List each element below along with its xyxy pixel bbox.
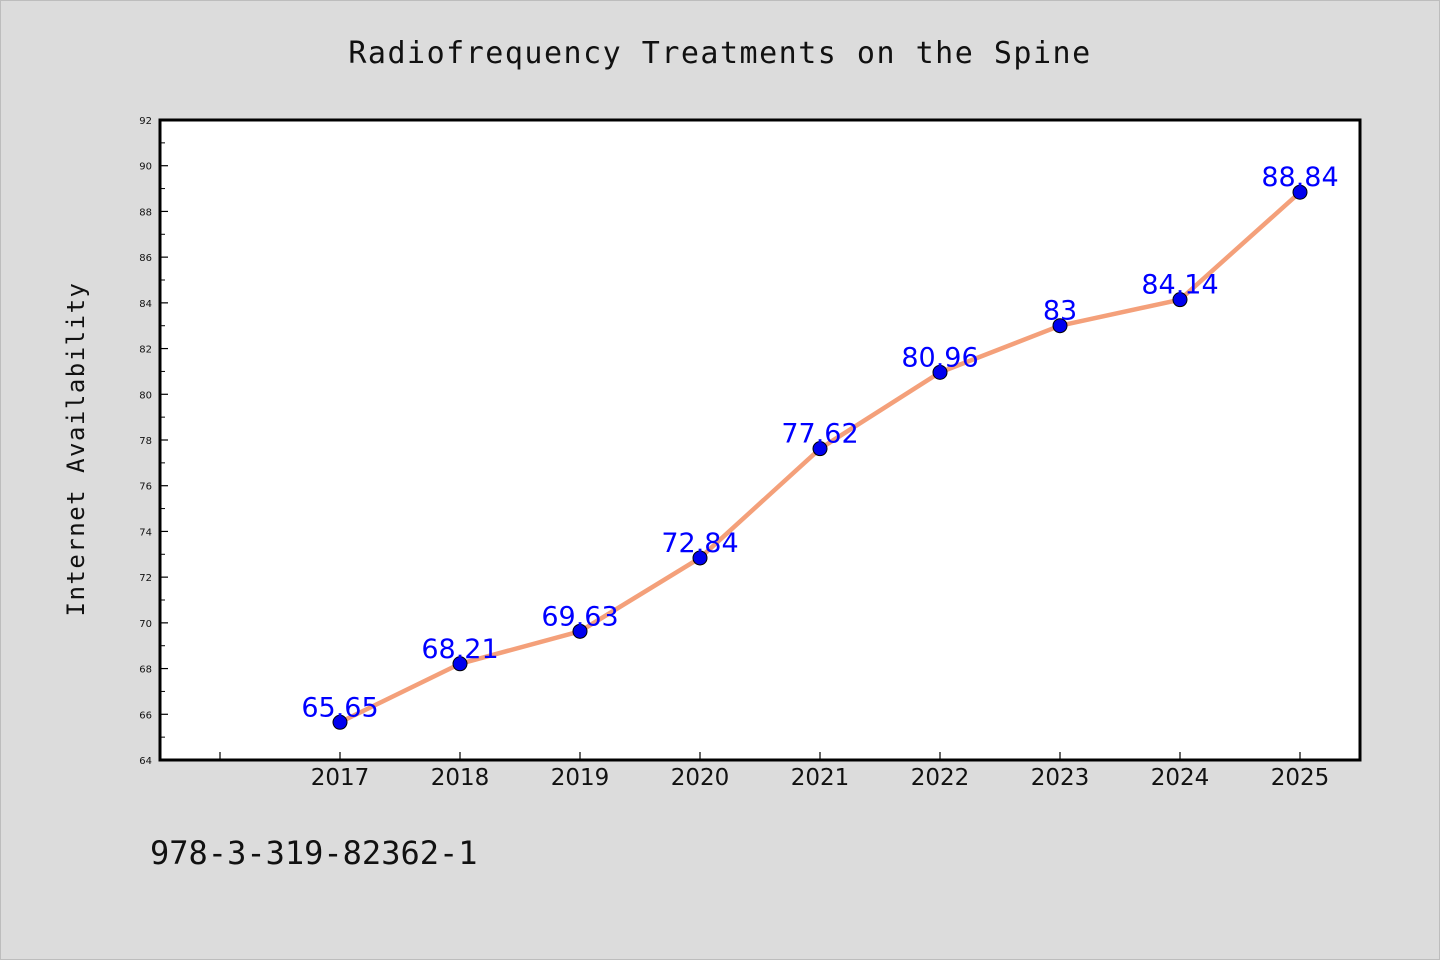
data-point-marker — [932, 364, 948, 380]
y-tick-label: 86 — [139, 253, 152, 264]
x-tick-label: 2024 — [1151, 765, 1210, 791]
x-tick-label: 2020 — [671, 765, 730, 791]
y-tick-label: 74 — [139, 527, 152, 538]
y-tick-label: 68 — [139, 665, 152, 676]
data-point-marker — [572, 623, 588, 639]
y-tick-label: 92 — [139, 116, 152, 127]
chart-title: Radiofrequency Treatments on the Spine — [348, 36, 1091, 71]
x-tick-label: 2021 — [791, 765, 850, 791]
x-tick-label: 2022 — [911, 765, 970, 791]
x-axis-ticks: 2017 2018 2019 2020 2021 2022 2023 2024 2025 — [219, 752, 1330, 791]
data-label: 68.21 — [421, 634, 498, 665]
data-label: 69.63 — [541, 601, 618, 632]
data-label: 80.96 — [901, 342, 978, 373]
data-point-marker — [1052, 318, 1068, 334]
data-label: 65.65 — [301, 692, 378, 723]
x-tick-label: 2023 — [1031, 765, 1090, 791]
x-tick-label: 2019 — [551, 765, 610, 791]
y-tick-label: 64 — [139, 756, 152, 767]
data-label: 88.84 — [1261, 162, 1338, 193]
y-tick-label: 82 — [139, 345, 152, 356]
data-point-marker — [332, 714, 348, 730]
y-tick-label: 90 — [139, 162, 152, 173]
data-point-marker — [452, 656, 468, 672]
y-axis-ticks: 64 66 68 70 72 74 76 78 80 82 84 86 88 90 92 — [139, 116, 168, 767]
y-tick-label: 72 — [139, 573, 152, 584]
data-label: 72.84 — [661, 528, 738, 559]
data-label: 77.62 — [781, 419, 858, 450]
data-point-marker — [1292, 184, 1308, 200]
data-point-marker — [692, 550, 708, 566]
x-tick-label: 2025 — [1271, 765, 1330, 791]
y-axis-label: Internet Availability — [62, 282, 90, 617]
data-label: 84.14 — [1141, 270, 1218, 301]
data-point-marker — [1172, 292, 1188, 308]
y-tick-label: 66 — [139, 710, 152, 721]
y-tick-label: 70 — [139, 619, 152, 630]
data-label: 83 — [1043, 296, 1077, 327]
x-tick-label: 2018 — [431, 765, 490, 791]
data-point-marker — [812, 441, 828, 457]
y-tick-label: 76 — [139, 482, 152, 493]
x-tick-label: 2017 — [311, 765, 370, 791]
y-tick-label: 78 — [139, 436, 152, 447]
y-tick-label: 84 — [139, 299, 152, 310]
plot-area — [158, 118, 1362, 762]
footer-isbn-text: 978-3-319-82362-1 — [150, 834, 478, 872]
y-tick-label: 80 — [139, 390, 152, 401]
series-line-group: 65.65 68.21 69.63 72.84 77.62 80.96 83 84.14 88.… — [301, 162, 1339, 730]
y-tick-label: 88 — [139, 207, 152, 218]
